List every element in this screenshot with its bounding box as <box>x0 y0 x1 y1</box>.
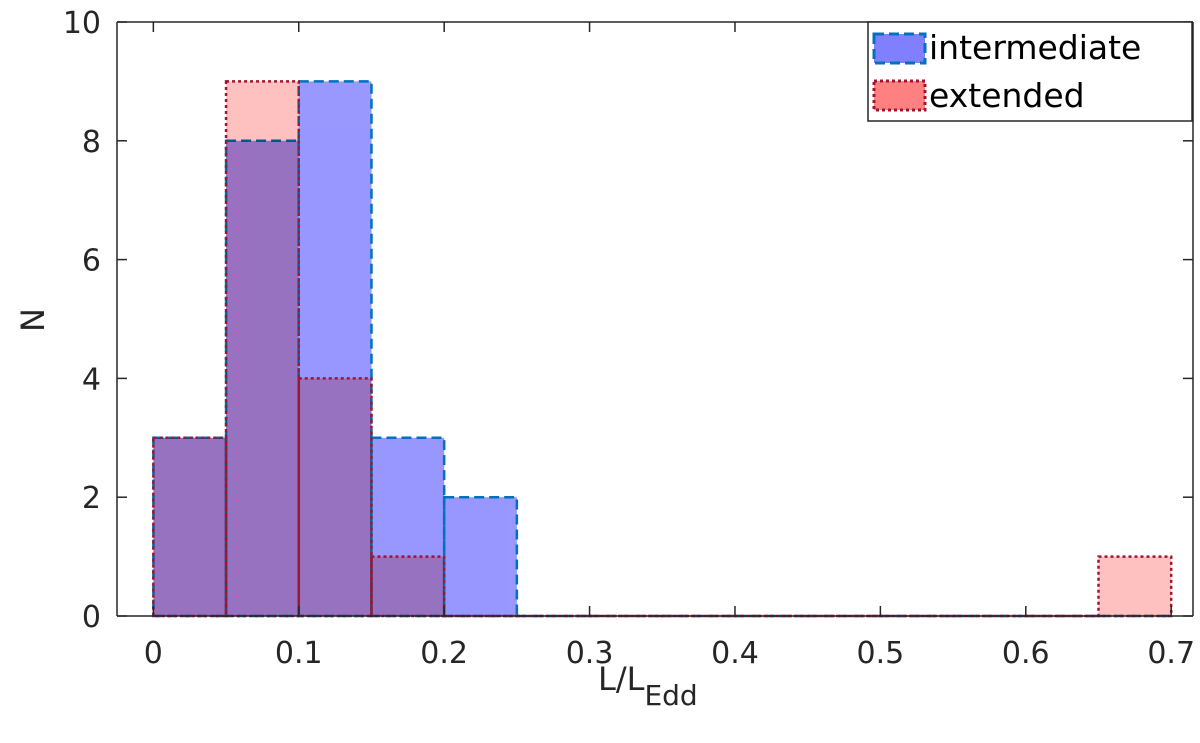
legend-swatch-intermediate <box>872 32 927 65</box>
x-tick-label: 0.2 <box>420 636 468 671</box>
legend-swatch-extended <box>872 79 927 112</box>
y-tick-label: 10 <box>63 6 101 41</box>
bar-extended-bin-13 <box>1098 556 1172 616</box>
legend-label-extended: extended <box>929 76 1085 115</box>
axes-layer <box>116 21 1194 617</box>
y-tick-label: 0 <box>82 600 101 635</box>
x-tick-label: 0.4 <box>711 636 759 671</box>
x-tick-label: 0.7 <box>1147 636 1195 671</box>
y-tick-label: 6 <box>82 244 101 279</box>
bar-outline-extended-bin-2 <box>297 377 373 618</box>
y-tick-label: 4 <box>82 362 101 397</box>
legend: intermediate extended <box>867 21 1193 122</box>
x-axis-title-subscript: Edd <box>644 679 697 712</box>
x-tick-label: 0.6 <box>1002 636 1050 671</box>
bar-outline-extended-bin-0 <box>152 436 228 618</box>
series-extended <box>152 80 1173 618</box>
y-axis-title: N <box>14 308 52 332</box>
y-tick-label: 2 <box>82 481 101 516</box>
x-axis-title-main: L/L <box>598 660 645 698</box>
y-tick-label: 8 <box>82 125 101 160</box>
x-tick-label: 0.3 <box>566 636 614 671</box>
bar-extended-bin-2 <box>298 378 372 616</box>
bar-extended-bin-1 <box>226 81 299 616</box>
series-extended-fills <box>153 81 1172 616</box>
x-axis-title: L/LEdd <box>598 660 698 712</box>
x-tick-label: 0.5 <box>857 636 905 671</box>
bar-extended-bin-0 <box>153 437 227 616</box>
ticks-layer: 0 0.1 0.2 0.3 0.4 0.5 0.6 0.7 0 2 4 6 8 10 <box>63 6 1195 671</box>
x-tick-label: 0.1 <box>275 636 323 671</box>
bars-layer <box>152 80 1173 618</box>
legend-label-intermediate: intermediate <box>929 28 1141 67</box>
x-tick-label: 0 <box>144 636 163 671</box>
bar-intermediate-bin-4 <box>444 497 517 616</box>
bar-extended-bin-3 <box>371 556 445 616</box>
